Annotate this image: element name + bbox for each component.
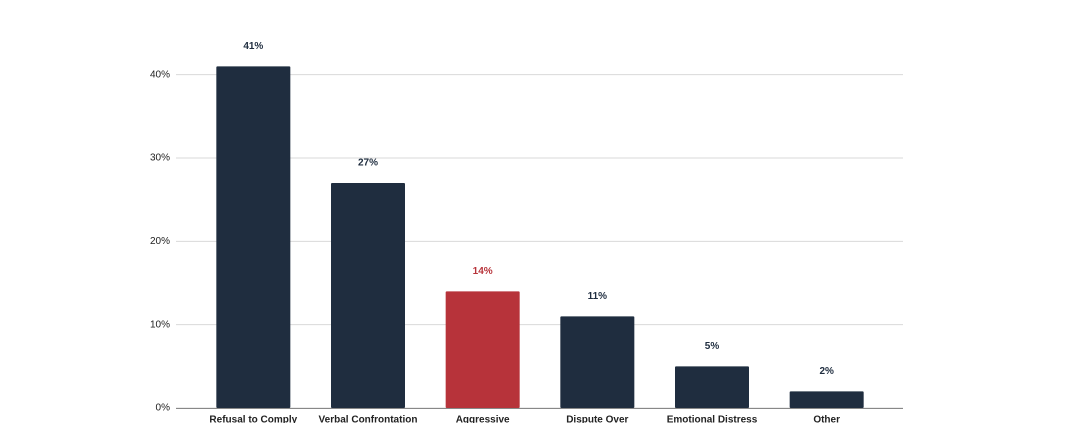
bar bbox=[560, 316, 635, 408]
value-label: 41% bbox=[243, 41, 263, 52]
y-tick-label: 10% bbox=[150, 319, 170, 330]
bar bbox=[675, 366, 749, 408]
y-tick-label: 20% bbox=[150, 236, 170, 247]
x-tick-label: Aggressive bbox=[456, 415, 510, 423]
bar bbox=[445, 291, 520, 408]
y-tick-label: 40% bbox=[150, 69, 170, 80]
value-label: 2% bbox=[819, 366, 834, 377]
value-label: 27% bbox=[358, 158, 378, 169]
y-tick-label: 0% bbox=[156, 403, 171, 414]
y-tick-label: 30% bbox=[150, 153, 170, 164]
value-label: 14% bbox=[473, 266, 493, 277]
value-label: 11% bbox=[588, 291, 608, 302]
bar bbox=[331, 183, 405, 408]
x-tick-label: Dispute Over bbox=[566, 415, 628, 423]
bar bbox=[789, 391, 864, 408]
x-tick-label: Refusal to Comply bbox=[209, 415, 297, 423]
x-tick-label: Other bbox=[813, 415, 840, 423]
x-tick-label: Emotional Distress bbox=[667, 415, 758, 423]
x-tick-label: Verbal Confrontation bbox=[319, 415, 418, 423]
value-label: 5% bbox=[705, 341, 720, 352]
bar bbox=[216, 66, 291, 408]
